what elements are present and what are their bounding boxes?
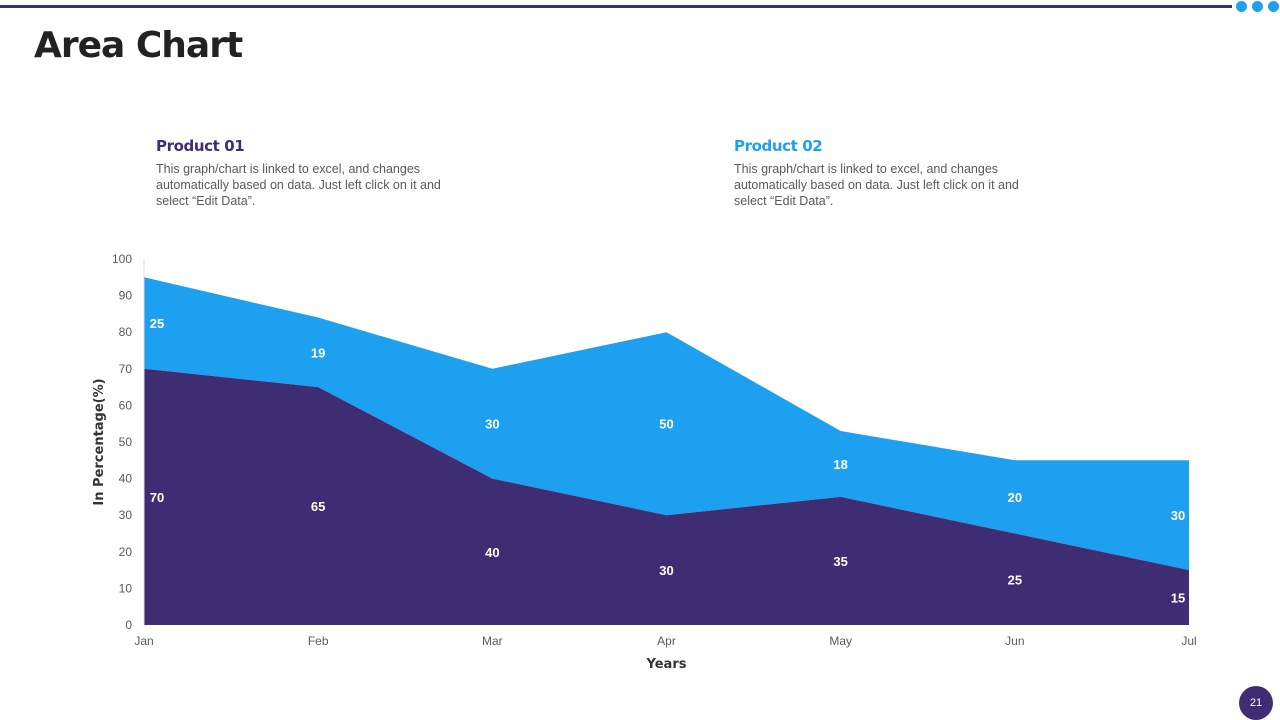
data-label: 40 (485, 545, 499, 560)
y-axis-title: In Percentage(%) (92, 378, 107, 505)
x-tick-label: Jan (134, 634, 153, 648)
dot-icon (1252, 1, 1263, 12)
product-01-description: Product 01 This graph/chart is linked to… (156, 136, 456, 209)
x-tick-label: Jun (1005, 634, 1024, 648)
y-tick-label: 70 (119, 362, 133, 376)
y-tick-label: 100 (112, 252, 132, 266)
y-tick-label: 10 (119, 581, 133, 595)
data-label: 19 (311, 345, 325, 360)
page-title: Area Chart (34, 25, 243, 66)
data-label: 30 (659, 563, 673, 578)
data-label: 25 (150, 316, 164, 331)
product-02-description: Product 02 This graph/chart is linked to… (734, 136, 1034, 209)
x-tick-label: Apr (657, 634, 676, 648)
product-02-heading: Product 02 (734, 137, 823, 155)
data-label: 18 (833, 457, 847, 472)
x-tick-label: Jul (1181, 634, 1196, 648)
decorative-dots (1236, 1, 1280, 12)
x-tick-label: May (829, 634, 852, 648)
data-label: 35 (833, 554, 847, 569)
y-tick-label: 30 (119, 508, 133, 522)
y-tick-label: 60 (119, 398, 133, 412)
product-02-text: This graph/chart is linked to excel, and… (734, 162, 1019, 208)
y-tick-label: 40 (119, 472, 133, 486)
series-area-product-01 (144, 368, 1189, 625)
x-tick-label: Feb (308, 634, 329, 648)
data-label: 70 (150, 490, 164, 505)
y-tick-label: 90 (119, 289, 133, 303)
y-tick-label: 0 (125, 618, 132, 632)
data-label: 50 (659, 417, 673, 432)
page-number-badge: 21 (1239, 686, 1273, 720)
data-label: 30 (485, 417, 499, 432)
series-area-product-02 (144, 277, 1189, 571)
x-axis-title: Years (646, 657, 687, 672)
data-label: 30 (1171, 508, 1185, 523)
data-label: 15 (1171, 591, 1185, 606)
product-01-heading: Product 01 (156, 137, 245, 155)
data-label: 20 (1008, 490, 1022, 505)
data-label: 25 (1008, 572, 1022, 587)
product-01-text: This graph/chart is linked to excel, and… (156, 162, 441, 208)
x-tick-label: Mar (482, 634, 503, 648)
top-accent-line (0, 5, 1232, 8)
y-tick-label: 50 (119, 435, 133, 449)
y-tick-label: 80 (119, 325, 133, 339)
data-label: 65 (311, 499, 325, 514)
y-tick-label: 20 (119, 545, 133, 559)
dot-icon (1268, 1, 1279, 12)
dot-icon (1236, 1, 1247, 12)
